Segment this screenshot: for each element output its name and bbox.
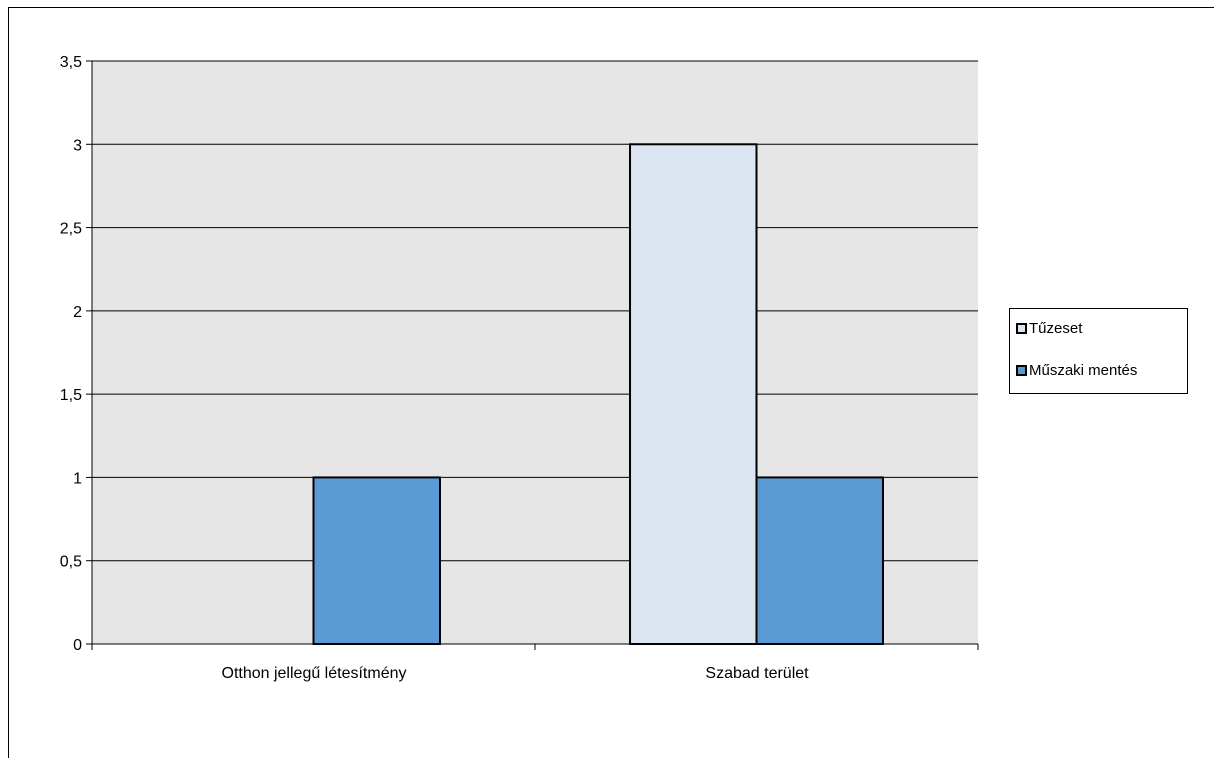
category-label-szabad: Szabad terület — [705, 665, 809, 682]
y-tick-label: 0,5 — [60, 554, 82, 571]
legend: Tűzeset Műszaki mentés — [1009, 308, 1188, 394]
legend-swatch-tuzeset — [1016, 323, 1027, 334]
y-ticks: 0 0,5 1 1,5 2 2,5 3 3,5 — [60, 54, 92, 654]
category-label-otthon: Otthon jellegű létesítmény — [222, 665, 407, 682]
legend-item-muszaki-mentes: Műszaki mentés — [1016, 362, 1137, 379]
y-tick-label: 0 — [73, 637, 82, 654]
y-tick-label: 2,5 — [60, 221, 82, 238]
y-tick-label: 3,5 — [60, 54, 82, 71]
y-tick-label: 2 — [73, 304, 82, 321]
legend-item-tuzeset: Tűzeset — [1016, 320, 1082, 337]
legend-label-tuzeset: Tűzeset — [1029, 320, 1083, 337]
bars — [312, 143, 884, 646]
legend-swatch-muszaki-mentes — [1016, 365, 1027, 376]
y-tick-label: 1,5 — [60, 387, 82, 404]
bar-muszaki-mentes-szabad — [755, 476, 884, 645]
x-ticks — [91, 644, 979, 650]
bar-tuzeset-szabad — [629, 143, 758, 646]
y-tick-label: 3 — [73, 137, 82, 154]
legend-label-muszaki-mentes: Műszaki mentés — [1029, 362, 1138, 379]
chart-frame — [8, 7, 1214, 758]
y-tick-label: 1 — [73, 470, 82, 487]
bar-muszaki-mentes-otthon — [312, 476, 441, 645]
